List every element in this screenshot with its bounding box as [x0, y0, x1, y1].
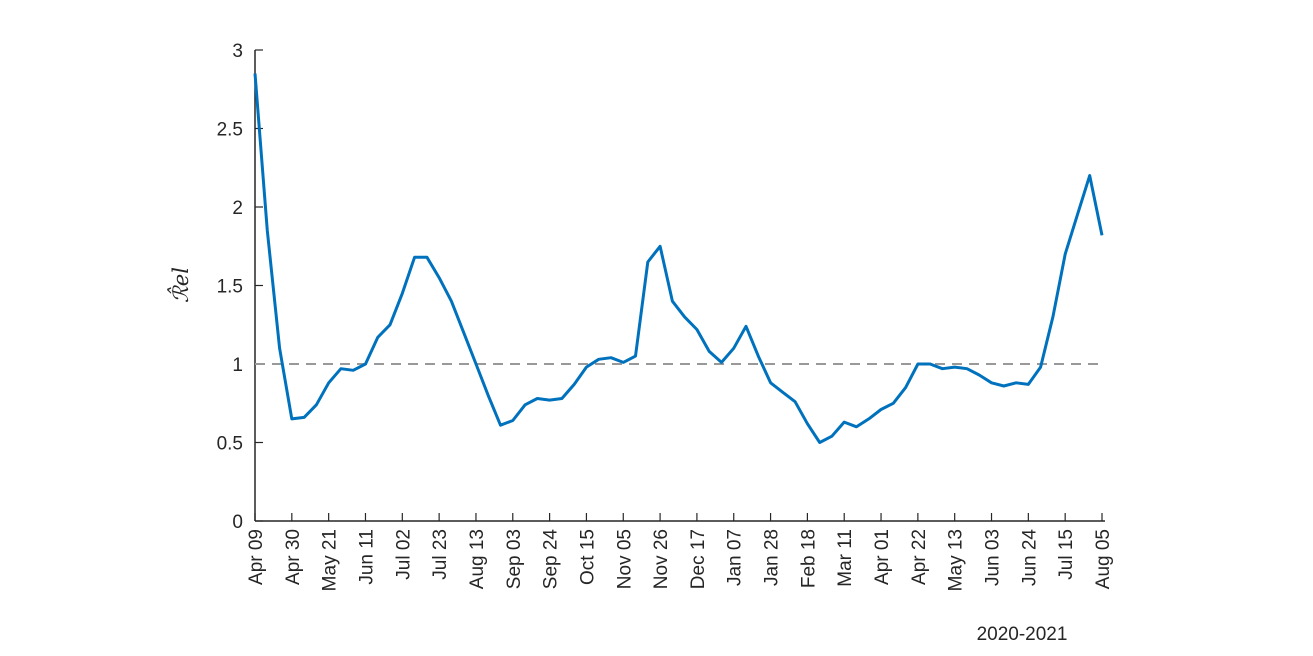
x-tick-label: Jul 23 — [430, 529, 451, 580]
x-axis-label: 2020-2021 — [977, 624, 1068, 645]
x-tick-label: Apr 22 — [909, 529, 930, 585]
x-tick-label: Aug 05 — [1093, 529, 1114, 589]
x-tick-label: Oct 15 — [577, 529, 598, 585]
x-tick-label: Apr 09 — [246, 529, 267, 585]
data-line — [253, 73, 1104, 444]
x-tick-label: Dec 17 — [688, 529, 709, 589]
x-tick-label: Apr 01 — [872, 529, 893, 585]
x-tick-label: Jan 28 — [762, 529, 783, 586]
x-tick-label: Jan 07 — [725, 529, 746, 586]
x-tick-label: Nov 05 — [614, 529, 635, 589]
x-tick-label: Jul 15 — [1056, 529, 1077, 580]
y-tick-label: 2 — [232, 198, 243, 219]
x-tick-label: Jun 24 — [1019, 529, 1040, 586]
y-tick-label: 0 — [232, 512, 243, 533]
x-tick-label: Jun 11 — [356, 529, 377, 585]
y-tick-label: 1.5 — [217, 277, 243, 298]
y-tick-label: 3 — [232, 41, 243, 62]
y-tick-label: 1 — [232, 355, 243, 376]
x-tick-label: Jul 02 — [393, 529, 414, 580]
y-tick-label: 0.5 — [217, 434, 243, 455]
y-axis-label: ℛ̂el — [167, 267, 193, 303]
x-tick-label: Sep 24 — [541, 529, 562, 590]
x-tick-label: Apr 30 — [283, 529, 304, 585]
x-tick-label: May 21 — [320, 529, 341, 591]
x-tick-label: Sep 03 — [504, 529, 525, 589]
x-tick-label: Jun 03 — [983, 529, 1004, 586]
x-tick-label: Nov 26 — [651, 529, 672, 589]
x-tick-label: May 13 — [946, 529, 967, 591]
x-tick-label: Mar 11 — [835, 529, 856, 587]
x-tick-label: Feb 18 — [798, 529, 819, 588]
y-tick-label: 2.5 — [217, 120, 243, 141]
x-tick-label: Aug 13 — [467, 529, 488, 589]
